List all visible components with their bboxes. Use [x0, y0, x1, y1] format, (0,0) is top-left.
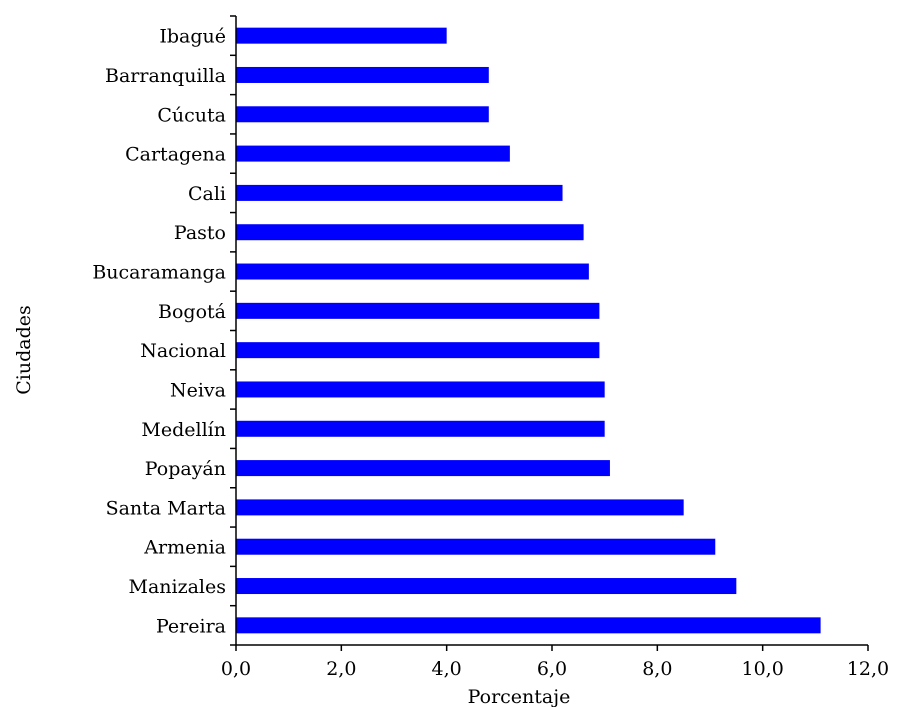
bar-7	[236, 302, 600, 319]
category-label: Cúcuta	[157, 104, 226, 126]
category-label: Medellín	[141, 419, 226, 441]
category-label: Cartagena	[125, 144, 226, 166]
category-label: Neiva	[170, 379, 226, 401]
bar-2	[236, 106, 489, 123]
x-tick-label: 10,0	[742, 658, 784, 680]
bar-14	[236, 578, 737, 595]
category-label: Pasto	[174, 222, 226, 244]
category-label: Cali	[188, 183, 226, 205]
bar-0	[236, 27, 447, 44]
category-label: Santa Marta	[106, 497, 226, 519]
bar-6	[236, 263, 589, 280]
category-labels-group: Ibagué Barranquilla Cúcuta Cartagena Cali Pas…	[92, 26, 226, 638]
x-tick-label: 0,0	[221, 658, 251, 680]
y-axis-title: Ciudades	[13, 305, 35, 395]
bar-12	[236, 499, 684, 516]
bar-10	[236, 420, 605, 437]
x-tick-label: 12,0	[847, 658, 889, 680]
x-tick-label: 4,0	[432, 658, 462, 680]
category-label: Armenia	[143, 537, 226, 559]
x-tick-label: 6,0	[537, 658, 567, 680]
bar-15	[236, 617, 821, 634]
category-label: Bucaramanga	[92, 262, 226, 284]
bar-4	[236, 184, 563, 201]
bar-5	[236, 224, 584, 241]
category-label: Bogotá	[158, 301, 226, 323]
x-ticks-group: 0,0 2,0 4,0 6,0 8,0 10,0 12,0	[221, 645, 889, 680]
bar-8	[236, 342, 600, 359]
bar-9	[236, 381, 605, 398]
category-label: Ibagué	[159, 26, 226, 48]
bar-13	[236, 538, 716, 555]
category-label: Nacional	[140, 340, 226, 362]
category-label: Manizales	[128, 576, 226, 598]
x-axis-title: Porcentaje	[468, 686, 571, 707]
category-label: Barranquilla	[105, 65, 226, 87]
bar-1	[236, 66, 489, 83]
bar-3	[236, 145, 510, 162]
bar-11	[236, 460, 610, 477]
x-tick-label: 2,0	[326, 658, 356, 680]
x-tick-label: 8,0	[642, 658, 672, 680]
category-label: Pereira	[156, 615, 226, 637]
category-label: Popayán	[145, 458, 226, 480]
bars-group	[236, 27, 821, 634]
